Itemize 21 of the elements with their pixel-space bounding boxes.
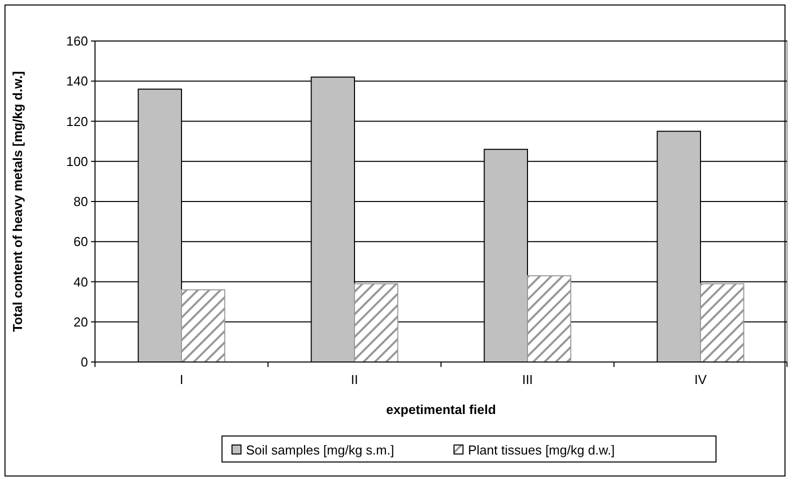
legend-label: Plant tissues [mg/kg d.w.]	[468, 442, 615, 458]
y-axis-title: Total content of heavy metals [mg/kg d.w.]	[10, 71, 25, 332]
x-tick-label: IV	[694, 372, 707, 387]
x-axis-title: expetimental field	[386, 402, 496, 417]
y-tick-label: 0	[80, 354, 88, 370]
y-tick-label: 100	[66, 154, 88, 169]
legend-label: Soil samples [mg/kg s.m.]	[246, 442, 394, 458]
bar	[181, 289, 226, 362]
bar	[527, 275, 572, 362]
y-tick-label: 160	[66, 34, 88, 49]
x-tick-label: I	[180, 372, 184, 387]
x-tick-label: II	[350, 372, 358, 387]
y-tick-label: 20	[74, 314, 88, 330]
bar	[354, 283, 398, 362]
y-tick-label: 60	[74, 234, 88, 250]
bar	[700, 283, 744, 362]
y-tick-label: 80	[74, 194, 88, 210]
x-tick-label: III	[522, 372, 533, 387]
y-tick-label: 120	[66, 114, 88, 129]
y-tick-label: 40	[74, 274, 88, 290]
y-tick-label: 140	[66, 74, 88, 89]
